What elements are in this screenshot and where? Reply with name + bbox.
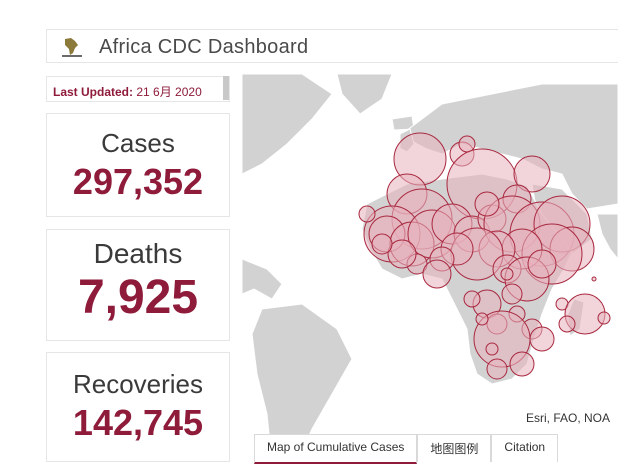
map-attribution: Esri, FAO, NOA [526,411,611,425]
tab-citation[interactable]: Citation [491,434,559,462]
map-tab-bar: Map of Cumulative Cases 地图图例 Citation [254,434,559,464]
tab-map-cumulative-cases[interactable]: Map of Cumulative Cases [254,434,418,464]
map-canvas[interactable] [242,74,618,463]
recoveries-label: Recoveries [72,369,204,399]
last-updated-label: Last Updated: [53,85,134,99]
cases-label: Cases [101,128,175,158]
case-bubble[interactable] [501,283,523,305]
last-updated: Last Updated: 21 6月 2020 [46,76,230,102]
north-america-landmass [242,74,333,175]
case-bubble[interactable] [387,239,417,269]
case-bubble[interactable] [422,259,452,289]
cases-value: 297,352 [72,161,204,202]
cases-map[interactable] [242,74,618,463]
recoveries-card: Recoveries 142,745 [46,352,230,462]
tab-map-legend[interactable]: 地图图例 [417,434,492,462]
scrollbar-thumb[interactable] [223,76,229,100]
greenland-landmass [336,74,393,115]
case-bubble[interactable] [509,351,535,377]
deaths-label: Deaths [93,238,183,269]
case-bubble[interactable] [513,155,551,193]
last-updated-value: 21 6月 2020 [136,85,202,99]
case-bubble[interactable] [458,135,476,153]
page-title: Africa CDC Dashboard [99,36,309,58]
case-bubble[interactable] [485,342,499,356]
case-bubble[interactable] [371,233,393,255]
case-bubble[interactable] [486,358,508,380]
case-bubble[interactable] [358,205,376,223]
case-bubble[interactable] [597,311,611,325]
case-bubble[interactable] [474,191,500,217]
cases-card: Cases 297,352 [46,113,230,217]
case-bubble[interactable] [527,249,557,279]
case-bubble[interactable] [475,312,489,326]
deaths-card: Deaths 7,925 [46,229,230,341]
africa-cdc-logo [62,38,82,57]
dashboard-header: Africa CDC Dashboard [46,29,618,63]
case-bubble[interactable] [529,326,555,352]
central-america-landmass [242,258,283,300]
deaths-value: 7,925 [77,271,199,324]
case-bubbles[interactable] [358,132,611,380]
india-landmass [596,213,618,260]
case-bubble[interactable] [591,276,597,282]
recoveries-value: 142,745 [72,402,204,443]
case-bubble[interactable] [500,267,514,281]
case-bubble[interactable] [558,315,576,333]
case-bubble[interactable] [463,290,481,308]
